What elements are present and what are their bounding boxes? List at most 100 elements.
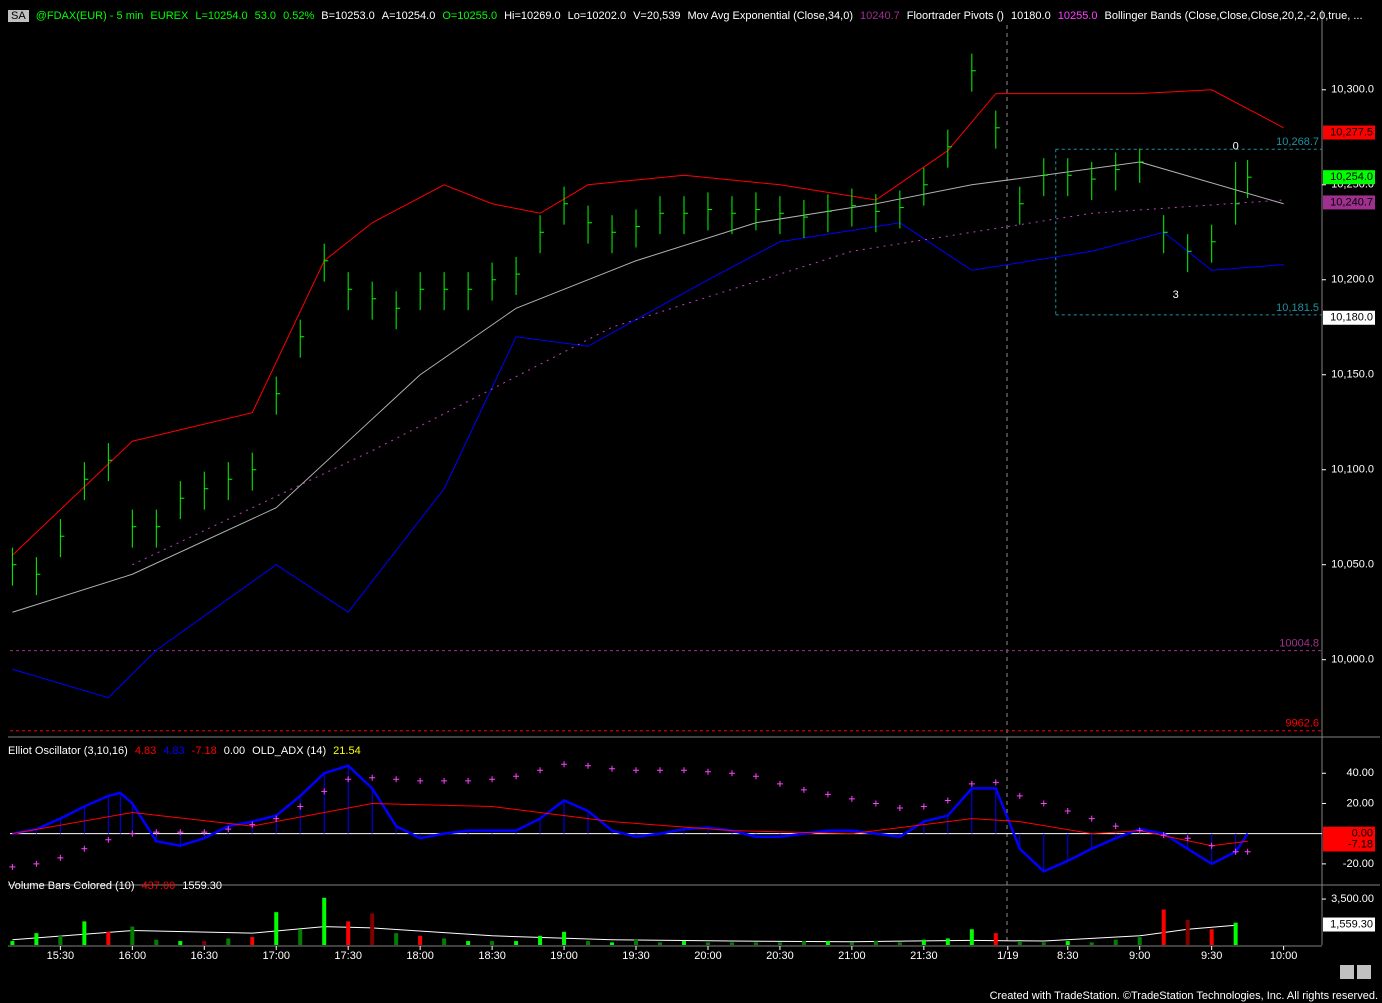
volume-bar xyxy=(322,897,327,945)
volume-bar xyxy=(777,942,782,945)
volume-bar xyxy=(202,941,207,945)
series-line xyxy=(12,161,1284,613)
osc-title: Elliot Oscillator (3,10,16) xyxy=(8,745,128,757)
volume-bar xyxy=(873,941,878,945)
volume-bar xyxy=(250,937,255,945)
level-label: 10,181.5 xyxy=(1276,302,1319,314)
series-line xyxy=(12,764,1249,873)
volume-bar xyxy=(154,939,159,945)
volume-bar xyxy=(346,921,351,945)
volume-bar xyxy=(106,931,111,945)
volume-bar xyxy=(1137,937,1142,945)
header-item: EUREX xyxy=(150,10,189,22)
adx-cross xyxy=(465,777,472,784)
adx-cross xyxy=(153,829,160,836)
adx-cross xyxy=(345,776,352,783)
vol-header: Volume Bars Colored (10) 437.00 1559.30 xyxy=(8,880,222,892)
y-tick-label: 3,500.00 xyxy=(1331,893,1374,905)
footer: Created with TradeStation. ©TradeStation… xyxy=(989,990,1378,1002)
volume-bar xyxy=(658,942,663,945)
volume-bar xyxy=(538,935,543,945)
adx-cross xyxy=(704,768,711,775)
adx-cross xyxy=(1016,792,1023,799)
volume-bar xyxy=(945,938,950,945)
symbol-box: SA xyxy=(8,10,29,22)
reading: OLD_ADX (14) xyxy=(252,745,327,757)
vol-title: Volume Bars Colored (10) xyxy=(8,880,135,892)
adx-cross xyxy=(1088,815,1095,822)
volume-bar xyxy=(969,929,974,945)
scroll-left[interactable] xyxy=(1340,965,1354,979)
volume-bar xyxy=(34,933,39,945)
price-tag xyxy=(1323,125,1375,140)
adx-cross xyxy=(129,830,136,837)
volume-bar xyxy=(1161,909,1166,945)
price-header: SA @FDAX(EUR) - 5 min EUREX L=10254.0 53.0 0.… xyxy=(8,10,1363,22)
header-item: L=10254.0 xyxy=(195,10,248,22)
adx-cross xyxy=(57,854,64,861)
volume-bar xyxy=(466,941,471,945)
price-tag xyxy=(1323,310,1375,325)
y-tick-label: 10,200.0 xyxy=(1331,274,1374,286)
header-item: Lo=10202.0 xyxy=(567,10,627,22)
adx-cross xyxy=(680,767,687,774)
price-tag-label: 0.00 xyxy=(1352,828,1373,840)
adx-cross xyxy=(441,777,448,784)
reading: 21.54 xyxy=(333,745,361,757)
volume-bar xyxy=(82,921,87,945)
series-line xyxy=(12,89,1284,556)
volume-bar xyxy=(681,941,686,945)
adx-cross xyxy=(321,788,328,795)
price-tag xyxy=(1323,826,1375,841)
volume-bar xyxy=(130,926,135,945)
adx-cross xyxy=(9,863,16,870)
adx-cross xyxy=(369,774,376,781)
volume-bar xyxy=(1233,922,1238,945)
volume-bar xyxy=(58,935,63,945)
adx-cross xyxy=(1232,848,1239,855)
adx-cross xyxy=(33,860,40,867)
volume-bar xyxy=(1041,942,1046,945)
annotation: 3 xyxy=(1173,289,1179,301)
reading: -7.18 xyxy=(191,745,217,757)
volume-bar xyxy=(849,942,854,945)
adx-cross xyxy=(824,791,831,798)
price-tag xyxy=(1323,837,1375,852)
adx-cross xyxy=(585,762,592,769)
x-tick-label: 16:00 xyxy=(119,950,147,962)
adx-cross xyxy=(537,767,544,774)
volume-bar xyxy=(1089,942,1094,945)
adx-cross xyxy=(896,804,903,811)
x-tick-label: 20:30 xyxy=(766,950,794,962)
header-item: Hi=10269.0 xyxy=(504,10,561,22)
header-item: V=20,539 xyxy=(633,10,681,22)
header-item: A=10254.0 xyxy=(381,10,436,22)
x-tick-label: 20:00 xyxy=(694,950,722,962)
y-tick-label: 20.00 xyxy=(1346,797,1374,809)
volume-bar xyxy=(586,941,591,945)
adx-cross xyxy=(872,800,879,807)
x-tick-label: 21:00 xyxy=(838,950,866,962)
adx-cross xyxy=(1160,832,1167,839)
x-tick-label: 15:30 xyxy=(47,950,75,962)
volume-bar xyxy=(490,941,495,945)
reading: 0.00 xyxy=(223,745,246,757)
volume-bar xyxy=(634,939,639,945)
y-tick-label: 10,050.0 xyxy=(1331,559,1374,571)
price-tag-label: 10,254.0 xyxy=(1330,171,1373,183)
level-label: 9962.6 xyxy=(1285,718,1319,730)
adx-cross xyxy=(489,776,496,783)
scroll-right[interactable] xyxy=(1357,965,1371,979)
adx-cross xyxy=(848,795,855,802)
adx-cross xyxy=(273,815,280,822)
volume-bar xyxy=(370,913,375,945)
volume-bar xyxy=(562,931,567,945)
volume-bar xyxy=(705,942,710,945)
x-tick-label: 21:30 xyxy=(910,950,938,962)
x-tick-label: 8:30 xyxy=(1057,950,1078,962)
annotation: 0 xyxy=(1233,141,1239,153)
volume-bar xyxy=(897,942,902,945)
volume-bar xyxy=(1113,939,1118,945)
